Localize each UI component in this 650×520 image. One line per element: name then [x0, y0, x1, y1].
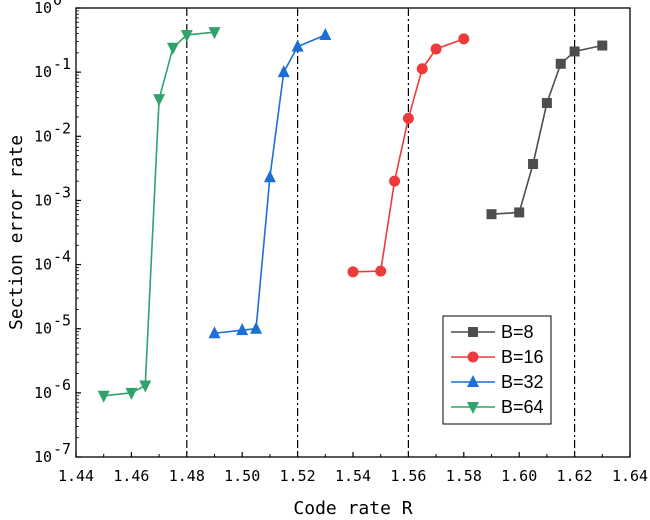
- data-point: [153, 94, 166, 107]
- x-tick-label: 1.58: [446, 467, 482, 485]
- series-line: [491, 44, 603, 215]
- y-tick-exponent: -6: [53, 376, 71, 394]
- axis-ticks: 1.44 1.46 1.48 1.50 1.52 1.54 1.56 1.58 1.60 1.62…: [34, 0, 648, 485]
- y-tick-label: 10: [34, 63, 52, 81]
- data-point: [166, 42, 179, 55]
- y-tick-exponent: -5: [53, 312, 71, 330]
- legend-label: B=16: [501, 347, 544, 367]
- data-point: [597, 40, 608, 51]
- data-point: [375, 265, 387, 277]
- y-tick-exponent: -2: [53, 119, 71, 137]
- y-tick-label: 10: [34, 0, 52, 17]
- legend-label: B=8: [501, 322, 534, 342]
- data-point: [291, 39, 304, 52]
- y-tick-label: 10: [34, 191, 52, 209]
- legend-item: B=8: [451, 322, 534, 342]
- data-point: [555, 58, 566, 69]
- y-tick-exponent: -1: [53, 55, 71, 73]
- data-point: [528, 158, 539, 169]
- legend-label: B=32: [501, 372, 544, 392]
- x-tick-label: 1.54: [335, 467, 371, 485]
- y-tick-exponent: -4: [53, 248, 71, 266]
- legend-label: B=64: [501, 397, 544, 417]
- y-tick-label: 10: [34, 384, 52, 402]
- data-point: [458, 33, 470, 45]
- legend-item: B=64: [451, 397, 544, 417]
- legend-marker: [467, 402, 479, 414]
- y-axis-title: Section error rate: [6, 135, 27, 330]
- x-tick-label: 1.46: [113, 467, 149, 485]
- data-point: [541, 98, 552, 109]
- data-point: [416, 63, 428, 75]
- x-axis-title: Code rate R: [293, 498, 412, 519]
- series-0: [486, 40, 608, 220]
- y-tick-label: 10: [34, 256, 52, 274]
- data-point: [389, 175, 401, 187]
- x-tick-label: 1.52: [280, 467, 316, 485]
- data-point: [486, 209, 497, 220]
- x-tick-label: 1.48: [169, 467, 205, 485]
- data-point: [569, 46, 580, 57]
- series-3: [97, 27, 221, 403]
- x-tick-label: 1.50: [224, 467, 260, 485]
- data-point: [514, 207, 525, 218]
- y-tick-label: 10: [34, 448, 52, 466]
- legend: B=8 B=16 B=32 B=64: [442, 315, 552, 425]
- legend-item: B=16: [451, 347, 544, 367]
- legend-marker: [467, 375, 479, 387]
- legend-item: B=32: [451, 372, 544, 392]
- data-point: [180, 29, 193, 42]
- data-point: [250, 321, 263, 334]
- legend-marker: [467, 351, 479, 363]
- data-point: [139, 380, 152, 393]
- series-2: [208, 27, 332, 339]
- x-tick-label: 1.64: [612, 467, 648, 485]
- data-point: [263, 170, 276, 183]
- y-tick-exponent: 0: [53, 0, 62, 9]
- data-point: [402, 112, 414, 124]
- data-point: [236, 323, 249, 336]
- x-tick-label: 1.60: [501, 467, 537, 485]
- y-tick-exponent: -7: [53, 440, 71, 458]
- data-point: [319, 27, 332, 40]
- data-point: [277, 65, 290, 78]
- data-point: [97, 390, 110, 403]
- plot-area: [97, 8, 608, 457]
- y-tick-label: 10: [34, 320, 52, 338]
- y-tick-exponent: -3: [53, 183, 71, 201]
- x-tick-label: 1.56: [390, 467, 426, 485]
- series-line: [103, 31, 215, 397]
- data-point: [125, 387, 138, 400]
- legend-marker: [468, 327, 478, 337]
- data-point: [208, 326, 221, 339]
- legend-box: [442, 315, 552, 425]
- x-tick-label: 1.62: [557, 467, 593, 485]
- data-point: [208, 27, 221, 40]
- data-point: [430, 43, 442, 55]
- y-tick-label: 10: [34, 127, 52, 145]
- data-point: [347, 266, 359, 278]
- x-tick-label: 1.44: [58, 467, 94, 485]
- series-line: [214, 34, 326, 335]
- series-1: [347, 33, 470, 278]
